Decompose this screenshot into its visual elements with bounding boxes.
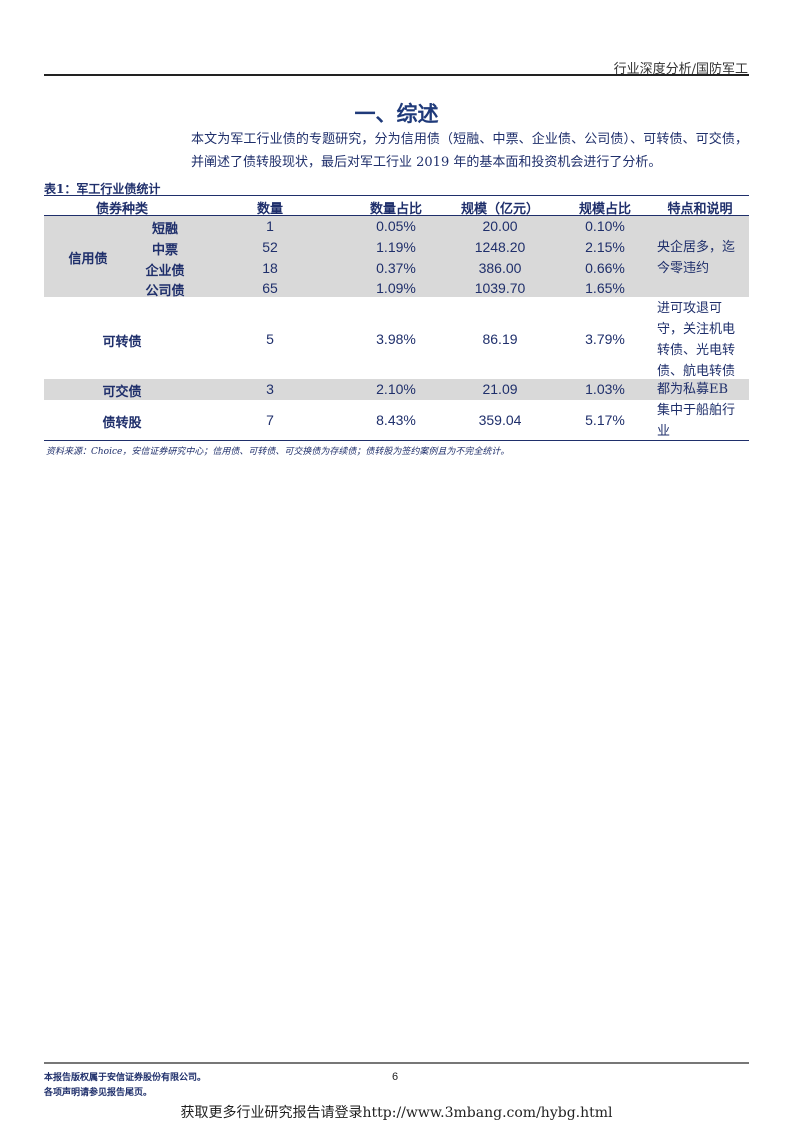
- row-scale: 21.09: [482, 381, 518, 397]
- row-scale-pct: 0.10%: [585, 218, 625, 234]
- footer-divider: [44, 1062, 749, 1064]
- row-scale-pct: 5.17%: [585, 412, 625, 428]
- footer-disclaimer: 各项声明请参见报告尾页。: [44, 1088, 153, 1098]
- row-count: 7: [266, 412, 274, 428]
- header-section-label: 行业深度分析/国防军工: [613, 62, 748, 77]
- row-scale: 1039.70: [474, 280, 526, 296]
- row-type: 债转股: [102, 416, 142, 431]
- row-note: 集中于船舶行业: [657, 403, 736, 439]
- row-scale: 20.00: [482, 218, 518, 234]
- row-scale: 86.19: [482, 331, 518, 347]
- intro-paragraph: 本文为军工行业债的专题研究，分为信用债（短融、中票、企业债、公司债）、可转债、可…: [191, 132, 748, 170]
- row-type: 企业债: [145, 264, 185, 279]
- table-bottom-line: [44, 440, 749, 441]
- table-top-line: [44, 195, 749, 196]
- row-count: 1: [266, 218, 274, 234]
- row-scale-pct: 1.03%: [585, 381, 625, 397]
- row-note: 进可攻退可守，关注机电转债、光电转债、航电转债: [657, 301, 736, 379]
- row-count: 3: [266, 381, 274, 397]
- section-title: 一、综述: [354, 101, 439, 126]
- row-scale-pct: 3.79%: [585, 331, 625, 347]
- col-header-count: 数量: [256, 202, 284, 217]
- row-type: 可交债: [102, 385, 142, 400]
- row-count-pct: 2.10%: [376, 381, 416, 397]
- row-type: 中票: [151, 243, 179, 258]
- credit-row-bg: [44, 216, 749, 297]
- row-count: 5: [266, 331, 274, 347]
- col-header-note: 特点和说明: [667, 202, 733, 217]
- col-header-type: 债券种类: [95, 202, 149, 217]
- row-scale-pct: 2.15%: [585, 239, 625, 255]
- row-type: 短融: [151, 222, 179, 237]
- row-scale-pct: 0.66%: [585, 260, 625, 276]
- row-count: 65: [262, 280, 278, 296]
- col-header-count-pct: 数量占比: [369, 202, 423, 217]
- row-type: 公司债: [145, 284, 185, 299]
- row-type: 可转债: [102, 335, 142, 350]
- credit-group-label: 信用债: [68, 252, 108, 267]
- row-count: 18: [262, 260, 278, 276]
- row-count-pct: 3.98%: [376, 331, 416, 347]
- col-header-scale-pct: 规模占比: [578, 202, 632, 217]
- promo-link[interactable]: 获取更多行业研究报告请登录http://www.3mbang.com/hybg.…: [180, 1105, 613, 1121]
- row-count-pct: 1.09%: [376, 280, 416, 296]
- exchangeable-row-bg: [44, 379, 749, 400]
- row-scale: 386.00: [478, 260, 522, 276]
- row-note: 都为私募EB: [657, 382, 729, 397]
- credit-group-note: 央企居多，迄今零违约: [657, 240, 736, 276]
- header-divider: [44, 74, 749, 76]
- table-caption: 表1：军工行业债统计: [44, 182, 161, 196]
- row-scale: 359.04: [478, 412, 522, 428]
- row-count: 52: [262, 239, 278, 255]
- col-header-scale: 规模（亿元）: [460, 202, 540, 217]
- page-number: 6: [392, 1071, 399, 1083]
- row-count-pct: 1.19%: [376, 239, 416, 255]
- table-source: 资料来源：Choice，安信证券研究中心；信用债、可转债、可交换债为存续债；债转…: [46, 447, 510, 457]
- row-count-pct: 0.37%: [376, 260, 416, 276]
- header-bottom-line: [44, 215, 749, 216]
- row-scale: 1248.20: [474, 239, 526, 255]
- row-count-pct: 8.43%: [376, 412, 416, 428]
- row-count-pct: 0.05%: [376, 218, 416, 234]
- footer-copyright: 本报告版权属于安信证券股份有限公司。: [44, 1073, 207, 1083]
- row-scale-pct: 1.65%: [585, 280, 625, 296]
